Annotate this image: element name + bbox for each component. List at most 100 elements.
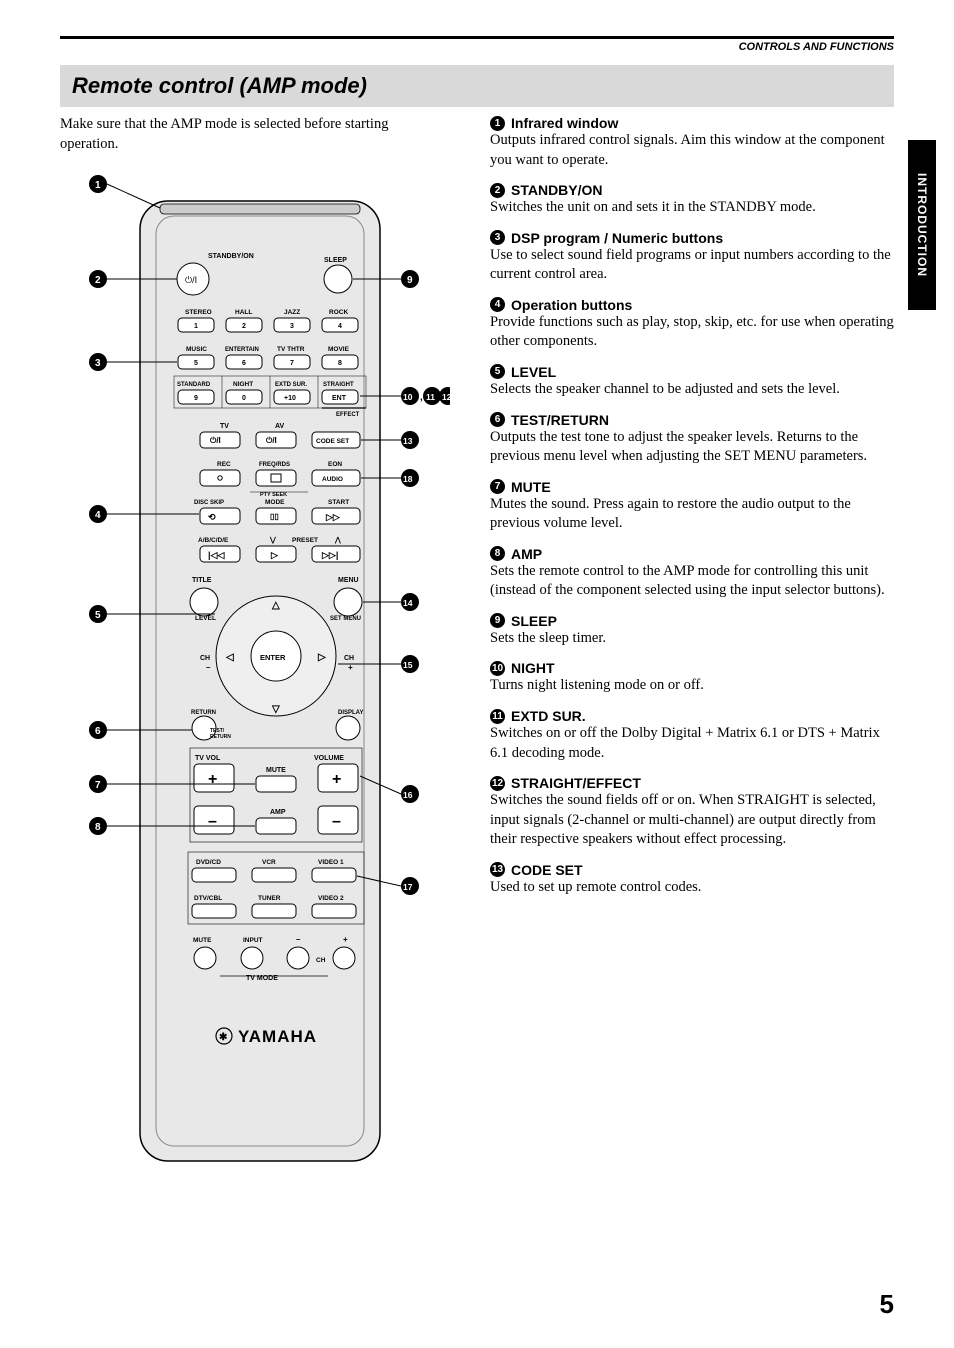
svg-text:TUNER: TUNER [258, 895, 281, 902]
svg-text:17: 17 [403, 882, 413, 892]
desc-title: Infrared window [511, 115, 618, 131]
svg-text:7: 7 [95, 780, 101, 791]
svg-text:+: + [208, 771, 217, 788]
svg-text:6: 6 [242, 360, 246, 367]
svg-text:⋁: ⋁ [269, 536, 276, 544]
svg-text:3: 3 [95, 358, 101, 369]
svg-text:START: START [328, 499, 349, 506]
svg-text:VOLUME: VOLUME [314, 755, 344, 762]
desc-item: 1Infrared windowOutputs infrared control… [490, 115, 894, 170]
svg-text:⟲: ⟲ [208, 512, 216, 522]
svg-text:AUDIO: AUDIO [322, 476, 343, 483]
svg-text:5: 5 [194, 360, 198, 367]
desc-item: 7MUTEMutes the sound. Press again to res… [490, 479, 894, 534]
svg-text:4: 4 [338, 323, 342, 330]
svg-text:ENTERTAIN: ENTERTAIN [225, 347, 259, 353]
svg-text:9: 9 [194, 395, 198, 402]
svg-text:REC: REC [217, 461, 231, 468]
svg-text:14: 14 [403, 598, 413, 608]
svg-text:12: 12 [442, 392, 450, 402]
svg-text:SET MENU: SET MENU [330, 616, 361, 622]
svg-text:3: 3 [290, 323, 294, 330]
svg-text:0: 0 [242, 395, 246, 402]
side-tab-label: INTRODUCTION [915, 173, 929, 277]
page-title: Remote control (AMP mode) [72, 73, 882, 99]
svg-text:INPUT: INPUT [243, 937, 263, 944]
desc-item: 10NIGHTTurns night listening mode on or … [490, 660, 894, 696]
svg-text:▷▷: ▷▷ [325, 512, 341, 522]
svg-text:15: 15 [403, 660, 413, 670]
descriptions: 1Infrared windowOutputs infrared control… [490, 115, 894, 909]
svg-text:2: 2 [242, 323, 246, 330]
svg-text:18: 18 [403, 474, 413, 484]
svg-text:5: 5 [95, 610, 101, 621]
desc-item: 5LEVELSelects the speaker channel to be … [490, 364, 894, 400]
svg-text:CODE SET: CODE SET [316, 438, 349, 445]
desc-item: 6TEST/RETURNOutputs the test tone to adj… [490, 412, 894, 467]
svg-text:10: 10 [403, 392, 413, 402]
svg-text:SLEEP: SLEEP [324, 257, 347, 264]
svg-text:2: 2 [95, 275, 101, 286]
svg-text:TV THTR: TV THTR [277, 346, 305, 353]
svg-text:HALL: HALL [235, 309, 252, 316]
svg-text:–: – [296, 935, 301, 944]
svg-text:YAMAHA: YAMAHA [238, 1027, 317, 1046]
svg-text:AV: AV [275, 423, 285, 430]
svg-text:TV: TV [220, 423, 229, 430]
svg-text:1: 1 [95, 180, 101, 191]
svg-text:⏻/I: ⏻/I [266, 436, 277, 445]
svg-text:✱: ✱ [219, 1032, 228, 1043]
svg-text:+: + [332, 771, 341, 788]
svg-text:AMP: AMP [270, 809, 286, 816]
svg-text:JAZZ: JAZZ [284, 309, 300, 316]
svg-text:RETURN: RETURN [210, 734, 231, 740]
svg-text:CH: CH [316, 957, 326, 964]
desc-item: 13CODE SETUsed to set up remote control … [490, 862, 894, 898]
svg-text:STANDARD: STANDARD [177, 382, 211, 388]
svg-text:STEREO: STEREO [185, 309, 212, 316]
svg-text:▷▷|: ▷▷| [321, 550, 338, 560]
svg-text:13: 13 [403, 436, 413, 446]
desc-item: 9SLEEPSets the sleep timer. [490, 613, 894, 649]
svg-text:▷: ▷ [270, 550, 279, 560]
svg-text:ROCK: ROCK [329, 309, 348, 316]
svg-text:⏻/I: ⏻/I [210, 436, 221, 445]
svg-text:11: 11 [426, 392, 435, 402]
header-bar: CONTROLS AND FUNCTIONS [60, 36, 894, 53]
svg-text:MUTE: MUTE [193, 937, 212, 944]
svg-text:STRAIGHT: STRAIGHT [323, 382, 354, 388]
svg-text:PRESET: PRESET [292, 537, 318, 544]
svg-text:◁: ◁ [225, 652, 234, 663]
desc-item: 4Operation buttonsProvide functions such… [490, 297, 894, 352]
svg-text:DISC SKIP: DISC SKIP [194, 500, 224, 506]
svg-text:CH: CH [200, 655, 210, 662]
svg-text:PTY SEEK: PTY SEEK [260, 492, 287, 498]
svg-text:VIDEO 1: VIDEO 1 [318, 859, 344, 866]
svg-text:EFFECT: EFFECT [336, 412, 360, 418]
svg-text:|◁◁: |◁◁ [208, 550, 225, 560]
svg-text:LEVEL: LEVEL [195, 615, 216, 622]
svg-text:▷: ▷ [317, 652, 327, 663]
title-band: Remote control (AMP mode) [60, 65, 894, 107]
svg-text:DISPLAY: DISPLAY [338, 710, 363, 716]
callout-number: 1 [490, 116, 505, 131]
svg-text:–: – [208, 813, 217, 830]
svg-text:DTV/CBL: DTV/CBL [194, 895, 222, 902]
svg-text:▽: ▽ [271, 704, 280, 715]
intro-text: Make sure that the AMP mode is selected … [60, 115, 450, 154]
svg-text:CH: CH [344, 655, 354, 662]
svg-text:MODE: MODE [265, 499, 285, 506]
svg-text:MUSIC: MUSIC [186, 346, 207, 353]
header-section: CONTROLS AND FUNCTIONS [739, 41, 894, 53]
desc-item: 12STRAIGHT/EFFECTSwitches the sound fiel… [490, 775, 894, 850]
svg-text:EXTD SUR.: EXTD SUR. [275, 382, 307, 388]
svg-text:–: – [206, 663, 211, 672]
svg-text:VIDEO 2: VIDEO 2 [318, 895, 344, 902]
svg-text:+: + [343, 935, 348, 944]
desc-item: 8AMPSets the remote control to the AMP m… [490, 546, 894, 601]
svg-text:8: 8 [95, 822, 101, 833]
side-tab: INTRODUCTION [908, 140, 936, 310]
svg-text:4: 4 [95, 510, 101, 521]
svg-text:EON: EON [328, 461, 342, 468]
svg-text:NIGHT: NIGHT [233, 381, 253, 388]
